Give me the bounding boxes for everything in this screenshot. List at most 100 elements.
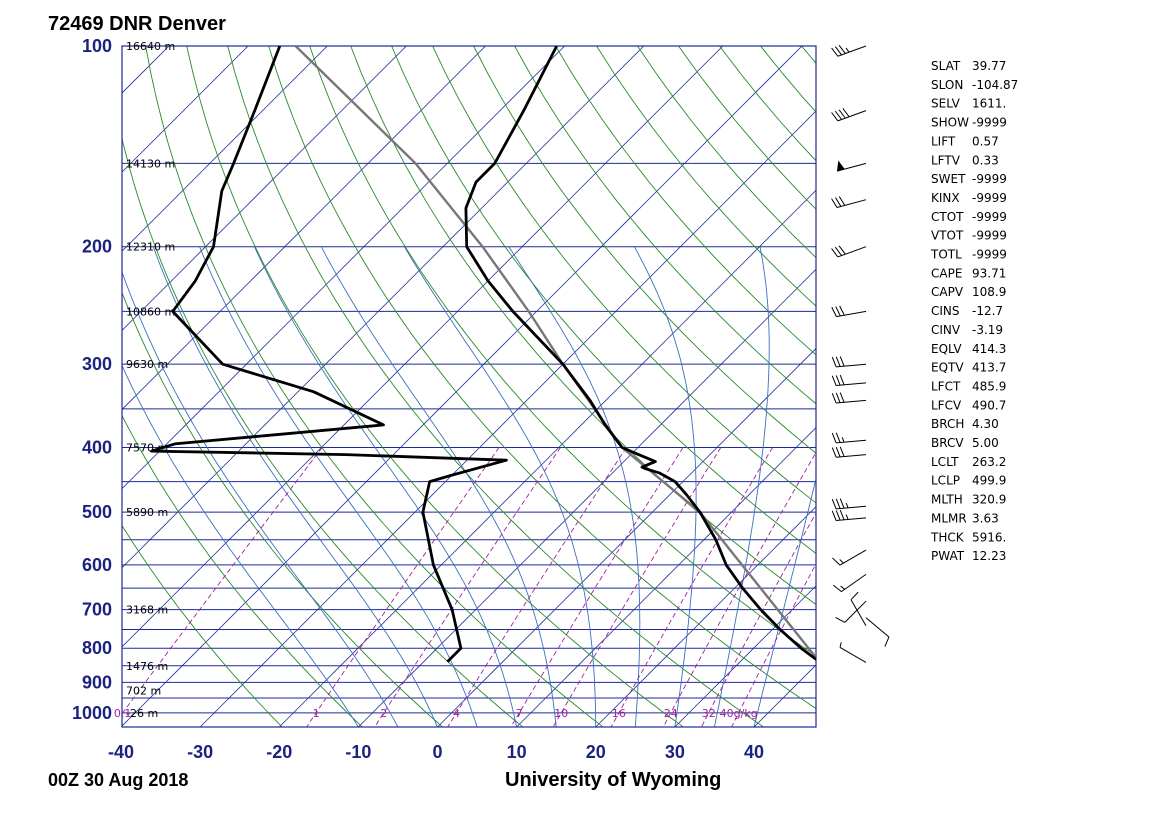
height-label: 1476 m (126, 660, 168, 673)
index-value: 108.9 (972, 285, 1006, 299)
height-label: 10860 m (126, 305, 175, 318)
height-label: 12310 m (126, 241, 175, 254)
wind-barb-full (832, 557, 841, 566)
index-name: CTOT (931, 210, 964, 224)
height-label: 3168 m (126, 604, 168, 617)
height-label: 5890 m (126, 506, 168, 519)
wind-barb-full (834, 110, 842, 120)
wind-barb-full (831, 510, 837, 521)
wind-barb-full (831, 432, 837, 443)
dry-adiabat (391, 46, 816, 554)
index-name: SHOW (931, 116, 969, 130)
wind-barb (831, 498, 867, 510)
mixing-ratio-label: 32 (702, 707, 716, 720)
mixing-ratio-label: 16 (612, 707, 626, 720)
index-value: 490.7 (972, 398, 1006, 412)
mixing-ratio-line (447, 447, 627, 727)
mixing-ratio-label: 4 (453, 707, 460, 720)
dewpoint-profile-line (150, 46, 508, 663)
isotherm-line (437, 347, 816, 727)
wind-barb-shaft (865, 617, 890, 638)
height-label: 7570 m (126, 441, 168, 454)
dry-adiabat (186, 46, 684, 727)
temperature-tick-label: 30 (665, 742, 685, 762)
isotherm-line (122, 46, 565, 490)
dry-adiabat (122, 136, 524, 727)
index-name: SWET (931, 172, 966, 186)
moist-adiabat (122, 364, 359, 727)
mixing-ratio-label: 1 (313, 707, 320, 720)
index-name: BRCV (931, 436, 964, 450)
wind-barb-full (835, 375, 841, 386)
wind-barb-full (842, 108, 850, 118)
index-value: 499.9 (972, 474, 1006, 488)
wind-barb-shaft (836, 310, 867, 318)
wind-barb-shaft (836, 399, 867, 404)
isotherm-line (674, 585, 816, 727)
moist-adiabat (152, 246, 438, 727)
height-label: 14130 m (126, 157, 175, 170)
mixing-ratio-line (701, 512, 816, 727)
index-name: LCLP (931, 474, 960, 488)
wind-barb-full (839, 392, 845, 403)
wind-barb-full (834, 197, 842, 207)
wind-barb-full (831, 47, 839, 57)
index-value: 320.9 (972, 493, 1006, 507)
mixing-ratio-label: 24 (664, 707, 678, 720)
index-name: VTOT (931, 229, 964, 243)
isotherm-line (595, 506, 816, 727)
mixing-ratio-line (510, 447, 684, 727)
temperature-tick-label: -30 (187, 742, 213, 762)
moist-adiabat (753, 476, 816, 727)
wind-barb-shaft (837, 45, 867, 57)
wind-barb-shaft (844, 600, 867, 623)
mixing-ratio-label: 10 (554, 707, 568, 720)
wind-barb-full (831, 447, 837, 458)
wind-barb-full (838, 245, 846, 255)
index-value: 93.71 (972, 266, 1006, 280)
wind-barb-half (845, 502, 849, 509)
index-value: -9999 (972, 210, 1007, 224)
index-name: CAPE (931, 266, 962, 280)
mixing-ratio-label: 40g/kg (720, 707, 758, 720)
temperature-tick-label: 40 (744, 742, 764, 762)
index-value: -9999 (972, 172, 1007, 186)
wind-barb-full (839, 446, 845, 457)
dry-adiabat (227, 46, 764, 727)
index-name: MLTH (931, 493, 963, 507)
index-name: KINX (931, 191, 960, 205)
mixing-ratio-label: 7 (516, 707, 523, 720)
wind-barb (831, 509, 867, 522)
mixing-ratio-label: 2 (380, 707, 387, 720)
moist-adiabat (404, 246, 597, 727)
index-value: -12.7 (972, 304, 1003, 318)
parcel-profile-line (294, 46, 816, 660)
wind-barb (839, 642, 867, 663)
temperature-tick-label: 20 (586, 742, 606, 762)
isotherm-line (122, 46, 724, 648)
isotherm-line (122, 46, 645, 569)
isotherm-line (199, 110, 816, 727)
dry-adiabat (268, 46, 816, 710)
isotherm-line (279, 189, 816, 727)
wind-barb-full (834, 246, 842, 256)
pressure-tick-label: 900 (82, 672, 112, 692)
wind-barb-full (839, 509, 845, 521)
wind-barb-full (838, 196, 846, 206)
index-value: -9999 (972, 248, 1007, 262)
pressure-tick-label: 300 (82, 354, 112, 374)
index-name: PWAT (931, 549, 965, 563)
wind-barb-shaft (836, 517, 867, 522)
dry-adiabat (883, 46, 1162, 727)
wind-barb-half (845, 514, 849, 520)
wind-barb-half (840, 585, 846, 590)
wind-barb (831, 392, 867, 404)
wind-barb-shaft (839, 549, 867, 566)
index-value: 263.2 (972, 455, 1006, 469)
index-value: 1611. (972, 97, 1006, 111)
isotherm-line (0, 46, 11, 727)
index-value: -9999 (972, 116, 1007, 130)
wind-barbs (831, 44, 890, 663)
wind-barb-full (831, 307, 837, 317)
